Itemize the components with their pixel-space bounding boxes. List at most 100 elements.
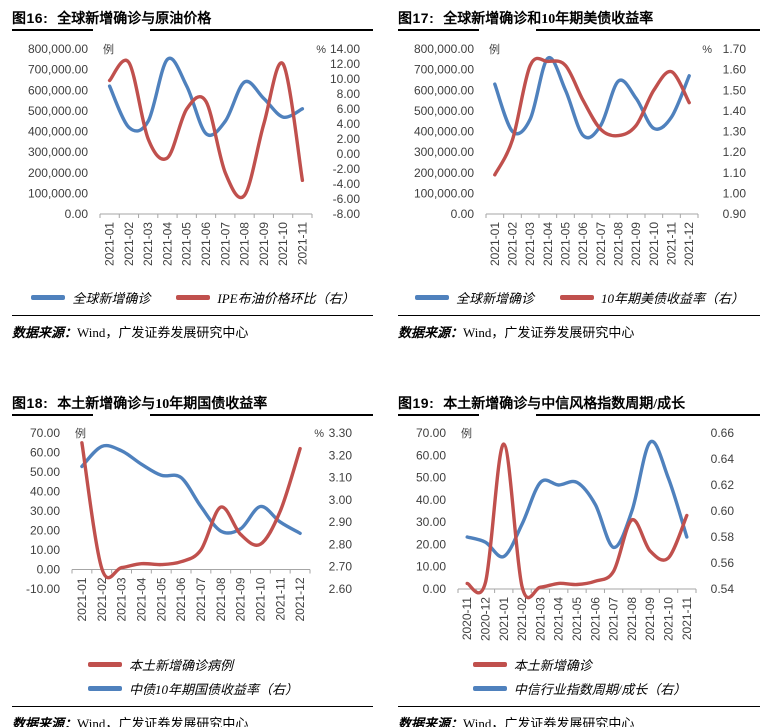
left-axis-tick-label: 20.00 <box>30 524 60 538</box>
right-axis-tick-label: 0.64 <box>711 452 735 466</box>
data-source: 数据来源：Wind，广发证券发展研究中心 <box>12 706 373 727</box>
left-axis-tick-label: 30.00 <box>30 504 60 518</box>
left-axis-unit: 例 <box>461 426 472 440</box>
right-axis-tick-label: 3.10 <box>329 471 353 485</box>
x-axis-tick-label: 2021-01 <box>497 597 511 641</box>
chart-area: 800,000.00 700,000.00 600,000.00 500,000.00… <box>386 34 773 284</box>
series-line-blue <box>80 443 302 535</box>
x-axis-tick-label: 2021-07 <box>218 222 232 266</box>
x-axis-tick-label: 2021-08 <box>238 222 252 266</box>
title-underline-right <box>150 29 373 31</box>
legend-item: 本土新增确诊病例 <box>87 655 233 674</box>
x-axis-tick-label: 2021-03 <box>533 597 547 641</box>
legend-item: 中债10年期国债收益率（右） <box>87 679 298 698</box>
x-axis-tick-label: 2021-09 <box>643 597 657 641</box>
figure-title: 全球新增确诊与原油价格 <box>57 12 212 27</box>
legend-swatch-red <box>560 295 594 300</box>
chart-area: 70.00 60.00 50.00 40.00 30.00 20.00 10.00 0.00 -… <box>0 419 386 651</box>
legend-label: 全球新增确诊 <box>455 291 534 306</box>
series-line-blue <box>465 439 689 559</box>
data-source-prefix: 数据来源： <box>12 716 78 727</box>
x-axis-tick-label: 2021-02 <box>122 222 136 266</box>
left-axis-tick-label: 10.00 <box>416 560 446 574</box>
right-axis-tick-label: 1.50 <box>723 83 747 97</box>
figure-number: 图19: <box>398 395 435 411</box>
chart-legend: 本土新增确诊 中信行业指数周期/成长（右） <box>472 655 687 698</box>
legend-swatch-blue <box>87 686 122 691</box>
series-line-blue <box>493 56 691 140</box>
x-axis-tick-label: 2021-04 <box>552 597 566 641</box>
legend-label: 全球新增确诊 <box>72 291 151 306</box>
right-axis-tick-label: 1.20 <box>723 145 747 159</box>
left-axis-tick-label: 0.00 <box>37 563 61 577</box>
left-axis-tick-label: 60.00 <box>30 446 60 460</box>
figure-title-row: 图19: 本土新增确诊与中信风格指数周期/成长 <box>398 393 760 419</box>
right-axis-tick-label: 0.62 <box>711 478 735 492</box>
left-axis-tick-label: 200,000.00 <box>28 166 88 180</box>
right-axis-tick-label: -6.00 <box>333 192 361 206</box>
left-axis-tick-label: 400,000.00 <box>28 125 88 139</box>
left-axis-tick-label: 700,000.00 <box>414 63 474 77</box>
right-axis-tick-label: 3.20 <box>329 448 353 462</box>
series-line-red <box>107 58 305 200</box>
series-line-red <box>465 442 689 600</box>
x-axis-tick-label: 2021-04 <box>134 577 148 621</box>
right-axis-tick-label: 0.58 <box>711 530 735 544</box>
chart-legend: 本土新增确诊病例中债10年期国债收益率（右） <box>87 655 298 698</box>
line-chart-svg: 70.00 60.00 50.00 40.00 30.00 20.00 10.00 0.00 0… <box>416 426 735 641</box>
figure-panel-19: 图19: 本土新增确诊与中信风格指数周期/成长 70.00 60.00 50.00 40… <box>386 385 773 727</box>
left-axis-tick-label: 30.00 <box>416 515 446 529</box>
right-axis-tick-label: 14.00 <box>330 42 360 56</box>
series-line-red <box>493 56 691 177</box>
figure-title-row: 图16: 全球新增确诊与原油价格 <box>12 8 373 34</box>
title-underline-left <box>12 414 93 416</box>
right-axis-tick-label: 1.00 <box>723 186 747 200</box>
x-axis-tick-label: 2021-06 <box>576 222 590 266</box>
x-axis-tick-label: 2021-05 <box>154 577 168 621</box>
right-axis-tick-label: 0.56 <box>711 556 735 570</box>
line-chart-svg: 70.00 60.00 50.00 40.00 30.00 20.00 10.00 0.00 -… <box>26 426 353 622</box>
right-axis-tick-label: 10.00 <box>330 72 360 86</box>
x-axis-tick-label: 2020-11 <box>460 597 474 640</box>
right-axis-tick-label: 1.30 <box>723 125 747 139</box>
x-axis-tick-label: 2021-08 <box>612 222 626 266</box>
left-axis-tick-label: 40.00 <box>416 493 446 507</box>
figure-number: 图18: <box>12 395 49 411</box>
right-axis-tick-label: 8.00 <box>337 87 361 101</box>
title-underline-left <box>398 29 479 31</box>
left-axis-tick-label: 500,000.00 <box>28 104 88 118</box>
x-axis-tick-label: 2021-05 <box>559 222 573 266</box>
title-underline-left <box>398 414 479 416</box>
left-axis-tick-label: 20.00 <box>416 537 446 551</box>
x-axis-tick-label: 2021-05 <box>570 597 584 641</box>
x-axis-tick-label: 2021-04 <box>541 222 555 266</box>
x-axis-tick-label: 2021-11 <box>665 222 679 265</box>
legend-label: IPE布油价格环比（右） <box>217 291 355 306</box>
right-axis-tick-label: 0.66 <box>711 426 735 440</box>
right-axis-unit: % <box>702 44 712 56</box>
right-axis-tick-label: 3.30 <box>329 426 353 440</box>
x-axis-tick-label: 2021-09 <box>257 222 271 266</box>
x-axis-tick-label: 2021-12 <box>293 577 307 621</box>
chart-area: 70.00 60.00 50.00 40.00 30.00 20.00 10.00 0.00 0… <box>386 419 773 651</box>
title-underline-right <box>150 414 373 416</box>
figure-title-row: 图17: 全球新增确诊和10年期美债收益率 <box>398 8 760 34</box>
left-axis-tick-label: 70.00 <box>416 426 446 440</box>
x-axis-tick-label: 2021-10 <box>276 222 290 266</box>
left-axis-tick-label: -10.00 <box>26 582 60 596</box>
right-axis-tick-label: 4.00 <box>337 117 361 131</box>
x-axis-tick-label: 2021-04 <box>160 222 174 266</box>
x-axis-tick-label: 2021-06 <box>588 597 602 641</box>
left-axis-tick-label: 200,000.00 <box>414 166 474 180</box>
right-axis-tick-label: 1.40 <box>723 104 747 118</box>
data-source: 数据来源：Wind，广发证券发展研究中心 <box>12 315 373 341</box>
legend-label: 中信行业指数周期/成长（右） <box>513 682 687 697</box>
data-source-text: Wind，广发证券发展研究中心 <box>463 325 635 340</box>
x-axis-tick-label: 2021-08 <box>625 597 639 641</box>
data-source-prefix: 数据来源： <box>12 325 78 340</box>
left-axis-tick-label: 100,000.00 <box>28 186 88 200</box>
series-line-red <box>80 441 302 580</box>
legend-swatch-blue <box>472 686 507 691</box>
left-axis-tick-label: 50.00 <box>416 471 446 485</box>
data-source-prefix: 数据来源： <box>398 716 464 727</box>
